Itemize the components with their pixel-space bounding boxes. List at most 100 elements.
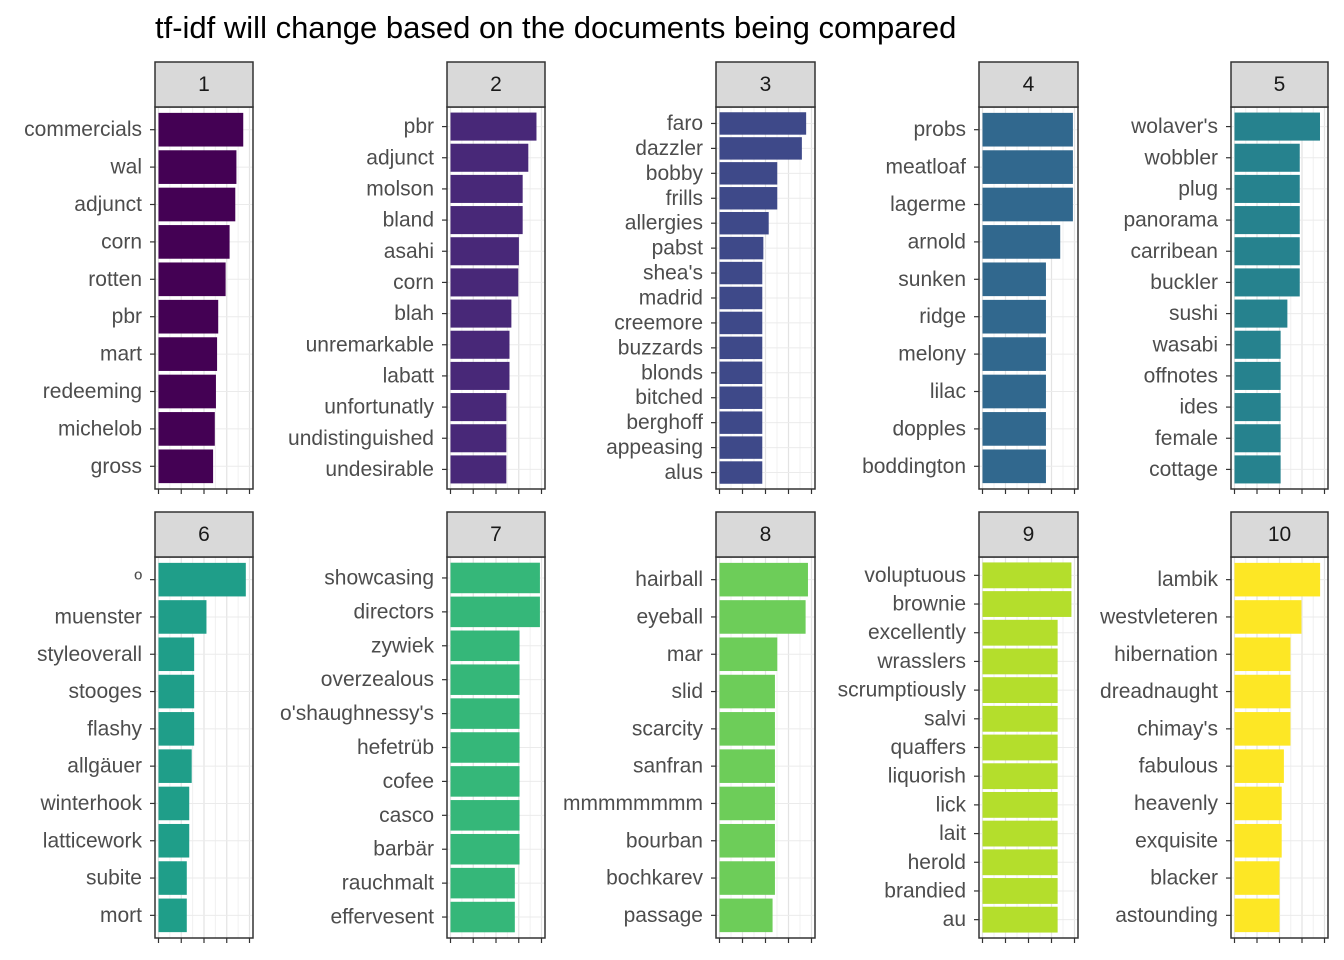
bar-styleoverall bbox=[158, 637, 195, 672]
y-tick-label: bland bbox=[383, 209, 434, 232]
y-tick-label: unremarkable bbox=[306, 333, 434, 356]
y-tick-label: lait bbox=[939, 822, 966, 845]
y-tick-label: shea's bbox=[643, 262, 703, 285]
y-tick-label: au bbox=[943, 908, 966, 931]
y-tick-label: melony bbox=[898, 343, 966, 366]
bar-muenster bbox=[158, 600, 207, 634]
bar-overzealous bbox=[450, 664, 520, 695]
bar-quaffers bbox=[982, 734, 1058, 761]
facet-strip-label: 6 bbox=[198, 523, 210, 546]
y-tick-label: lambik bbox=[1157, 568, 1218, 591]
bar-chimay's bbox=[1234, 712, 1291, 746]
bar-excellently bbox=[982, 619, 1058, 646]
y-tick-label: allergies bbox=[625, 212, 703, 235]
bar-commercials bbox=[158, 112, 244, 147]
facet-panel-8: hairball eyeball mar slid scarcity sanfran mmm… bbox=[563, 511, 816, 943]
facet-strip bbox=[446, 61, 546, 108]
bar-frills bbox=[719, 187, 778, 210]
bar-appeasing bbox=[719, 436, 763, 459]
y-tick-label: winterhook bbox=[39, 792, 142, 815]
facet-strip bbox=[446, 511, 546, 558]
y-tick-label: wasabi bbox=[1152, 333, 1218, 356]
bar-herold bbox=[982, 849, 1058, 876]
y-tick-label: directors bbox=[353, 600, 434, 623]
y-tick-label: adjunct bbox=[74, 193, 142, 216]
y-tick-label: arnold bbox=[908, 230, 966, 253]
bar-hibernation bbox=[1234, 637, 1291, 672]
y-tick-label: sunken bbox=[898, 268, 966, 291]
bar-wobbler bbox=[1234, 143, 1300, 172]
y-tick-label: passage bbox=[624, 904, 703, 927]
y-tick-label: effervesent bbox=[330, 906, 434, 929]
bar-subite bbox=[158, 861, 187, 895]
bar-mort bbox=[158, 898, 187, 933]
bar-bitched bbox=[719, 386, 763, 409]
y-tick-label: dreadnaught bbox=[1100, 680, 1218, 703]
y-tick-label: fabulous bbox=[1139, 755, 1218, 778]
y-tick-label: buzzards bbox=[618, 336, 703, 359]
bar-rotten bbox=[158, 262, 226, 297]
bar-hefetrüb bbox=[450, 732, 520, 763]
y-tick-label: undistinguished bbox=[288, 427, 434, 450]
y-tick-label: blacker bbox=[1150, 867, 1218, 890]
bar-wolaver's bbox=[1234, 112, 1320, 141]
y-tick-label: blonds bbox=[641, 361, 703, 384]
y-tick-label: wobbler bbox=[1143, 146, 1218, 169]
y-tick-label: subite bbox=[86, 867, 142, 890]
y-tick-label: offnotes bbox=[1144, 364, 1218, 387]
bar-slid bbox=[719, 674, 775, 709]
facet-strip bbox=[1230, 61, 1329, 108]
bar-faro bbox=[719, 112, 807, 135]
y-tick-label: scrumptiously bbox=[838, 679, 967, 702]
bar-mar bbox=[719, 637, 778, 672]
y-tick-label: creemore bbox=[614, 311, 703, 334]
bar-latticework bbox=[158, 823, 190, 858]
y-tick-label: slid bbox=[671, 680, 703, 703]
bar-pbr bbox=[158, 299, 219, 334]
facet-panel-5: wolaver's wobbler plug panorama carribean buc… bbox=[1123, 61, 1329, 494]
y-tick-label: salvi bbox=[924, 707, 966, 730]
y-tick-label: adjunct bbox=[366, 146, 434, 169]
bar-probs bbox=[982, 112, 1073, 147]
y-tick-label: asahi bbox=[384, 240, 434, 263]
bar-undistinguished bbox=[450, 424, 507, 453]
bar-scarcity bbox=[719, 712, 775, 746]
facet-panel-4: probs meatloaf lagerme arnold sunken ridge mel… bbox=[862, 61, 1079, 494]
bar-cofee bbox=[450, 766, 520, 797]
bar-rauchmalt bbox=[450, 867, 515, 899]
facet-panel-3: farodazzlerbobbyfrillsallergiespabstshea… bbox=[606, 61, 816, 494]
facet-panel-10: lambik westvleteren hibernation dreadnaught… bbox=[1099, 511, 1329, 943]
bar-passage bbox=[719, 898, 773, 933]
bar-boddington bbox=[982, 449, 1046, 484]
bar-astounding bbox=[1234, 898, 1280, 933]
bar-corn bbox=[450, 268, 519, 297]
y-tick-label: cottage bbox=[1149, 458, 1218, 481]
bar-scrumptiously bbox=[982, 677, 1058, 704]
y-tick-label: plug bbox=[1178, 177, 1218, 200]
y-tick-label: hefetrüb bbox=[357, 736, 434, 759]
bar-stooges bbox=[158, 674, 195, 709]
bar-voluptuous bbox=[982, 562, 1072, 589]
y-tick-label: liquorish bbox=[888, 765, 966, 788]
bar-cottage bbox=[1234, 455, 1281, 484]
y-tick-label: madrid bbox=[639, 287, 703, 310]
bar-salvi bbox=[982, 705, 1058, 732]
bar-buzzards bbox=[719, 336, 763, 360]
chart-title: tf-idf will change based on the document… bbox=[155, 10, 957, 45]
bar-adjunct bbox=[450, 143, 529, 172]
y-tick-label: bochkarev bbox=[606, 867, 703, 890]
y-tick-label: latticework bbox=[43, 829, 143, 852]
bar-liquorish bbox=[982, 763, 1058, 790]
y-tick-label: zywiek bbox=[371, 634, 435, 657]
y-tick-label: bourban bbox=[626, 829, 703, 852]
y-tick-label: dopples bbox=[892, 417, 966, 440]
y-tick-label: o'shaughnessy's bbox=[280, 702, 434, 725]
y-tick-label: voluptuous bbox=[864, 564, 966, 587]
bar-lait bbox=[982, 820, 1058, 847]
y-tick-label: appeasing bbox=[606, 436, 703, 459]
bar-brownie bbox=[982, 591, 1072, 617]
bar-pabst bbox=[719, 236, 764, 260]
facet-strip-label: 10 bbox=[1268, 523, 1291, 546]
y-tick-label: overzealous bbox=[321, 668, 434, 691]
